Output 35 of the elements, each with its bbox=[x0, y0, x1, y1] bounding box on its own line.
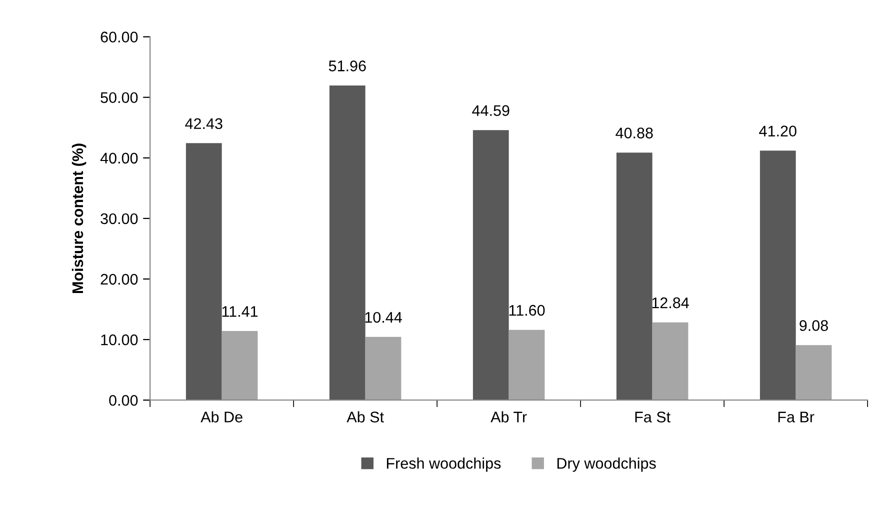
x-tick-label: Ab Tr bbox=[490, 411, 527, 422]
bar bbox=[329, 85, 366, 400]
data-label: 11.41 bbox=[222, 306, 258, 317]
data-label: 41.20 bbox=[759, 126, 796, 136]
y-tick-label: 40.00 bbox=[100, 152, 138, 164]
x-tick-label: Fa Br bbox=[778, 412, 814, 422]
y-tick-label: 50.00 bbox=[100, 92, 138, 104]
bar bbox=[796, 345, 832, 400]
bar bbox=[652, 322, 688, 400]
y-tick-label: 60.00 bbox=[100, 32, 138, 42]
x-tick-label: Ab St bbox=[346, 411, 384, 422]
data-label: 9.08 bbox=[800, 320, 828, 331]
bar bbox=[760, 150, 796, 400]
bar bbox=[222, 331, 258, 400]
y-tick-label: 30.00 bbox=[100, 213, 138, 224]
legend-label: Fresh woodchips bbox=[386, 458, 501, 472]
data-label: 42.43 bbox=[185, 118, 222, 130]
bar bbox=[616, 152, 652, 400]
data-label: 10.44 bbox=[365, 312, 402, 323]
bar bbox=[186, 143, 222, 400]
x-tick-label: Ab De bbox=[200, 411, 242, 422]
bar bbox=[472, 130, 509, 400]
bar bbox=[365, 336, 402, 400]
y-axis-title: Moisture content (%) bbox=[72, 144, 86, 293]
legend-label: Dry woodchips bbox=[557, 458, 656, 472]
data-label: 12.84 bbox=[652, 297, 689, 308]
x-tick-label: Fa St bbox=[635, 412, 670, 422]
bar bbox=[508, 330, 545, 400]
y-tick-label: 20.00 bbox=[100, 274, 138, 285]
data-label: 44.59 bbox=[472, 105, 510, 116]
data-label: 11.60 bbox=[509, 304, 545, 316]
data-label: 40.88 bbox=[616, 128, 653, 138]
y-tick-label: 0.00 bbox=[109, 394, 138, 406]
y-tick-label: 10.00 bbox=[101, 334, 138, 346]
data-label: 51.96 bbox=[328, 60, 366, 72]
